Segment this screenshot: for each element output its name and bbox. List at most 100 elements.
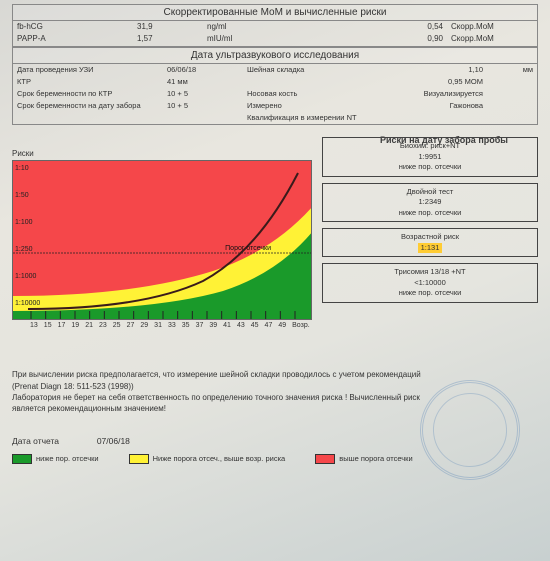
uzi-cell: КТР — [13, 76, 163, 88]
risk-box-value: <1:10000 — [325, 278, 535, 289]
uzi-cell: Носовая кость — [243, 88, 377, 100]
chart-x-label: 47 — [265, 322, 273, 329]
mom-cell: Скорр.МоМ — [447, 33, 537, 45]
mom-cell: PAPP-A — [13, 33, 133, 45]
chart-title: Риски — [12, 149, 312, 158]
risk-box-title: Возрастной риск — [325, 232, 535, 243]
report-date-value: 07/06/18 — [97, 436, 130, 446]
legend-swatch — [315, 454, 335, 464]
risk-box-value: 1:2349 — [325, 197, 535, 208]
risk-box: Двойной тест1:2349ниже пор. отсечки — [322, 183, 538, 223]
chart-x-label: 13 — [30, 322, 38, 329]
chart-x-label: 29 — [140, 322, 148, 329]
chart-x-label: 25 — [113, 322, 121, 329]
risk-box-value: 1:131 — [325, 243, 535, 254]
risk-box-sub: ниже пор. отсечки — [325, 208, 535, 219]
uzi-cell — [487, 88, 537, 100]
section-mom-title: Скорректированные МоМ и вычисленные риск… — [12, 4, 538, 21]
uzi-cell — [487, 100, 537, 112]
chart-x-label: 39 — [209, 322, 217, 329]
risk-box-title: Двойной тест — [325, 187, 535, 198]
uzi-cell — [377, 112, 487, 124]
chart-y-label: 1:10000 — [15, 300, 40, 307]
mom-cell: ng/ml — [203, 21, 263, 33]
mom-cell: Скорр.МоМ — [447, 21, 537, 33]
risk-box: Трисомия 13/18 +NT<1:10000ниже пор. отсе… — [322, 263, 538, 303]
chart-y-label: 1:100 — [15, 219, 40, 226]
chart-y-label: 1:10 — [15, 165, 40, 172]
mom-cell: 1,57 — [133, 33, 203, 45]
uzi-cell: мм — [487, 64, 537, 76]
risk-box-sub: ниже пор. отсечки — [325, 288, 535, 299]
mom-cell: fb-hCG — [13, 21, 133, 33]
chart-y-label: 1:250 — [15, 246, 40, 253]
chart-x-label: 43 — [237, 322, 245, 329]
uzi-cell: Шейная складка — [243, 64, 377, 76]
legend-item: Ниже порога отсеч., выше возр. риска — [129, 454, 286, 464]
uzi-cell — [163, 112, 243, 124]
risk-box: Возрастной риск1:131 — [322, 228, 538, 257]
legend-swatch — [129, 454, 149, 464]
uzi-cell: 10 + 5 — [163, 88, 243, 100]
legend-swatch — [12, 454, 32, 464]
chart-y-label: 1:50 — [15, 192, 40, 199]
uzi-cell: 06/06/18 — [163, 64, 243, 76]
chart-x-label: 45 — [251, 322, 259, 329]
mom-cell: 31,9 — [133, 21, 203, 33]
uzi-cell: Измерено — [243, 100, 377, 112]
chart-y-label: 1:1000 — [15, 273, 40, 280]
chart-x-label: 35 — [182, 322, 190, 329]
chart-x-label: 19 — [71, 322, 79, 329]
chart-x-label: 31 — [154, 322, 162, 329]
legend-item: ниже пор. отсечки — [12, 454, 99, 464]
mom-cell: 0,54 — [407, 21, 447, 33]
chart-x-label: 17 — [58, 322, 66, 329]
footnote-line: (Prenat Diagn 18: 511-523 (1998)) — [12, 381, 512, 392]
legend-text: Ниже порога отсеч., выше возр. риска — [153, 454, 286, 463]
risk-chart: 1:10 1:50 1:100 1:250 1:1000 1:10000 Порог от… — [12, 160, 312, 320]
uzi-cell — [487, 112, 537, 124]
legend-text: выше порога отсечки — [339, 454, 412, 463]
chart-x-label: 41 — [223, 322, 231, 329]
mom-cell — [263, 33, 407, 45]
footnote-line: При вычислении риска предполагается, что… — [12, 369, 512, 380]
uzi-cell: Срок беременности по КТР — [13, 88, 163, 100]
uzi-cell: Визуализируется — [377, 88, 487, 100]
legend-item: выше порога отсечки — [315, 454, 412, 464]
chart-x-label: 49 — [278, 322, 286, 329]
chart-x-label: 23 — [99, 322, 107, 329]
mom-cell — [263, 21, 407, 33]
uzi-cell: Гажонова — [377, 100, 487, 112]
report-date-label: Дата отчета — [12, 436, 59, 446]
uzi-cell: Срок беременности на дату забора — [13, 100, 163, 112]
chart-x-axis-label: Возр. — [292, 322, 310, 329]
chart-y-labels: 1:10 1:50 1:100 1:250 1:1000 1:10000 — [15, 161, 40, 319]
risk-box-sub: ниже пор. отсечки — [325, 162, 535, 173]
uzi-cell: 1,10 — [377, 64, 487, 76]
uzi-cell — [243, 76, 377, 88]
chart-threshold-label: Порог отсечки — [225, 245, 271, 252]
uzi-cell: Квалификация в измерении NT — [243, 112, 377, 124]
chart-x-label: 21 — [85, 322, 93, 329]
chart-x-label: 37 — [196, 322, 204, 329]
risk-box-value: 1:9951 — [325, 152, 535, 163]
uzi-cell: 0,95 МОМ — [377, 76, 487, 88]
uzi-cell — [13, 112, 163, 124]
uzi-cell: 10 + 5 — [163, 100, 243, 112]
mom-cell: mIU/ml — [203, 33, 263, 45]
uzi-cell: Дата проведения УЗИ — [13, 64, 163, 76]
mom-values-grid: fb-hCG31,9ng/ml 0,54Скорр.МоМ PAPP-A1,57mI… — [12, 21, 538, 47]
risk-box-title: Трисомия 13/18 +NT — [325, 267, 535, 278]
chart-x-labels: 13 15 17 19 21 23 25 27 29 31 33 35 37 39 41 43 45 47 49 Во… — [12, 322, 312, 329]
risk-box: Биохим. риск+NT1:9951ниже пор. отсечки — [322, 137, 538, 177]
uzi-values-grid: Дата проведения УЗИ06/06/18Шейная складк… — [12, 64, 538, 126]
section-uzi-title: Дата ультразвукового исследования — [12, 47, 538, 64]
uzi-cell — [487, 76, 537, 88]
legend-text: ниже пор. отсечки — [36, 454, 99, 463]
risk-box-title: Биохим. риск+NT — [325, 141, 535, 152]
chart-x-label: 33 — [168, 322, 176, 329]
uzi-cell: 41 мм — [163, 76, 243, 88]
mom-cell: 0,90 — [407, 33, 447, 45]
chart-x-label: 27 — [127, 322, 135, 329]
chart-x-label: 15 — [44, 322, 52, 329]
